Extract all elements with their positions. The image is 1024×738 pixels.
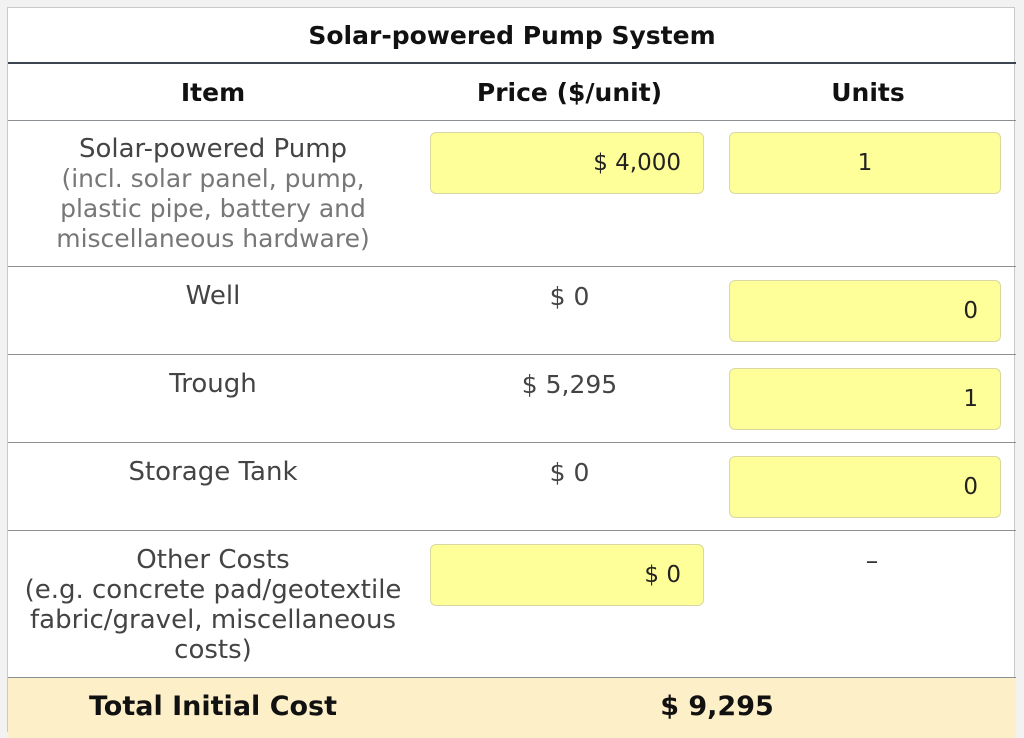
- column-header-item: Item: [180, 77, 246, 107]
- column-header-units: Units: [831, 77, 905, 107]
- row-label-well: Well: [8, 281, 418, 311]
- well-price: $ 0: [549, 282, 590, 311]
- total-label: Total Initial Cost: [88, 691, 338, 722]
- item-name: Other Costs: [136, 545, 290, 575]
- table-title: Solar-powered Pump System: [8, 8, 1016, 64]
- item-detail-line: plastic pipe, battery and: [60, 194, 366, 223]
- solar-pump-price-input[interactable]: $ 4,000: [430, 132, 704, 194]
- solar-pump-units-input[interactable]: 1: [729, 132, 1001, 194]
- total-value: $ 9,295: [660, 691, 774, 722]
- row-divider: [8, 442, 1016, 443]
- storage-tank-units-input[interactable]: 0: [729, 456, 1001, 518]
- item-detail-line: (incl. solar panel, pump,: [61, 164, 365, 193]
- item-name: Well: [185, 281, 241, 311]
- row-divider: [8, 677, 1016, 678]
- column-header-price: Price ($/unit): [476, 77, 663, 107]
- other-costs-units-placeholder: –: [865, 546, 879, 575]
- item-name: Storage Tank: [128, 457, 298, 487]
- item-name: Solar-powered Pump: [78, 134, 348, 164]
- item-detail-line: (e.g. concrete pad/geotextile: [24, 575, 402, 605]
- item-detail-line: fabric/gravel, miscellaneous: [30, 605, 396, 635]
- row-divider: [8, 530, 1016, 531]
- trough-units-input[interactable]: 1: [729, 368, 1001, 430]
- storage-tank-price: $ 0: [549, 458, 590, 487]
- row-label-other-costs: Other Costs (e.g. concrete pad/geotextil…: [8, 545, 418, 665]
- item-name: Trough: [169, 369, 257, 399]
- row-divider: [8, 354, 1016, 355]
- item-detail-line: miscellaneous hardware): [56, 224, 370, 253]
- trough-price: $ 5,295: [521, 370, 618, 399]
- other-costs-price-input[interactable]: $ 0: [430, 544, 704, 606]
- row-label-trough: Trough: [8, 369, 418, 399]
- row-label-solar-pump: Solar-powered Pump (incl. solar panel, p…: [8, 134, 418, 254]
- row-divider: [8, 266, 1016, 267]
- cost-table: Solar-powered Pump System Item Price ($/…: [7, 7, 1016, 738]
- row-label-storage-tank: Storage Tank: [8, 457, 418, 487]
- row-divider: [8, 120, 1016, 121]
- well-units-input[interactable]: 0: [729, 280, 1001, 342]
- item-detail-line: costs): [174, 635, 252, 665]
- total-row: [8, 678, 1016, 738]
